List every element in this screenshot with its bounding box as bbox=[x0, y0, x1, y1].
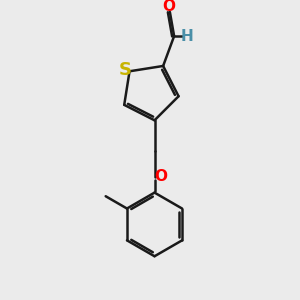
Text: H: H bbox=[181, 28, 194, 44]
Text: S: S bbox=[119, 61, 132, 79]
Text: O: O bbox=[162, 0, 175, 14]
Text: O: O bbox=[154, 169, 167, 184]
